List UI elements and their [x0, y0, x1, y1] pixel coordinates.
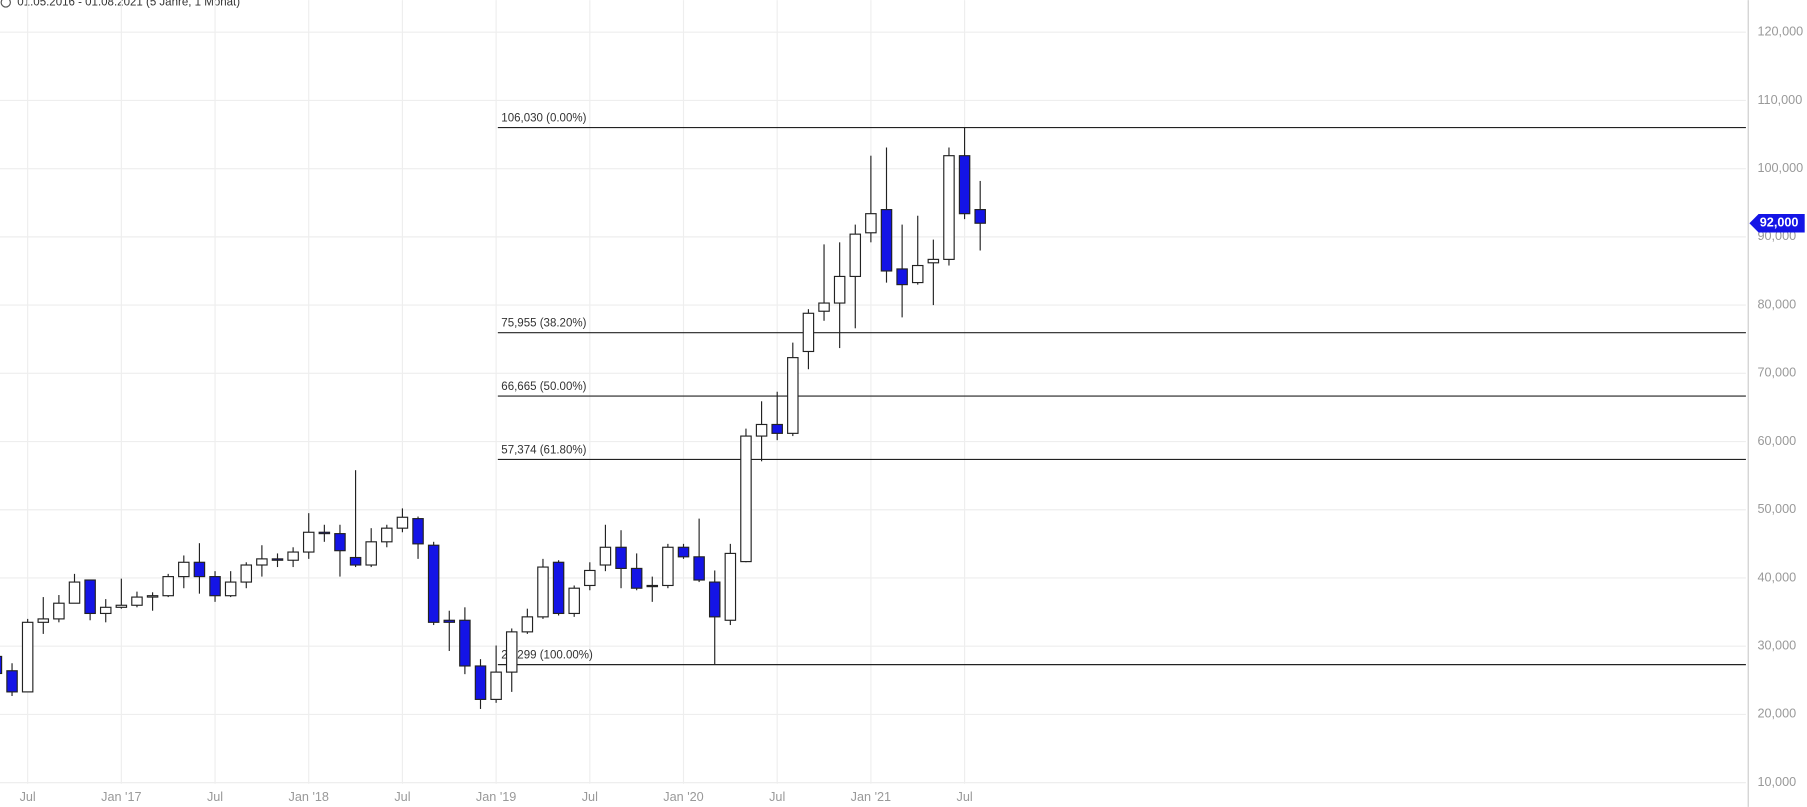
clock-icon: [0, 0, 11, 8]
x-tick-label: Jul: [394, 790, 410, 804]
y-tick-label: 30,000: [1757, 639, 1796, 653]
y-tick-label: 100,000: [1757, 161, 1803, 175]
candle-body: [943, 155, 955, 260]
candle-body: [537, 566, 549, 618]
candle-body: [974, 209, 986, 224]
candle-body: [646, 584, 659, 588]
candle-body: [412, 518, 424, 545]
x-tick-label: Jul: [20, 790, 36, 804]
fib-label: 75,955 (38.20%): [501, 318, 586, 330]
y-tick-label: 20,000: [1757, 707, 1796, 721]
candle-body: [334, 533, 346, 552]
candle-body: [740, 435, 752, 563]
candle-body: [240, 564, 253, 583]
candle-body: [131, 596, 143, 606]
price-tag-label: 92,000: [1760, 216, 1799, 230]
candle-body: [365, 541, 377, 566]
x-tick-label: Jul: [769, 790, 785, 804]
x-tick-label: Jan '21: [851, 790, 891, 804]
candle-body: [787, 357, 799, 434]
fib-label: 57,374 (61.80%): [501, 444, 586, 456]
candle-body: [396, 516, 409, 529]
candle-body: [849, 233, 862, 278]
candle-body: [708, 581, 721, 618]
x-tick-label: Jan '20: [663, 790, 703, 804]
candle-body: [724, 552, 737, 621]
fib-label: 66,665 (50.00%): [501, 381, 586, 393]
chart-title: 01.05.2016 - 01.08.2021 (5 Jahre, 1 Mona…: [17, 0, 240, 9]
y-tick-label: 110,000: [1757, 93, 1802, 107]
candle-body: [552, 561, 565, 615]
candle-body: [880, 209, 893, 272]
candle-body: [568, 587, 580, 615]
y-tick-label: 40,000: [1757, 570, 1796, 584]
candle-body: [84, 579, 96, 615]
y-tick-label: 60,000: [1757, 434, 1796, 448]
candle-body: [224, 581, 237, 597]
candle-body: [271, 558, 284, 561]
candle-body: [459, 619, 471, 667]
candle-body: [381, 527, 393, 543]
candle-body: [584, 569, 596, 587]
candle-body: [256, 558, 268, 566]
candle-body: [209, 576, 221, 597]
candle-body: [521, 616, 534, 633]
candle-body: [6, 670, 18, 693]
candle-body: [474, 665, 487, 700]
y-tick-label: 10,000: [1757, 775, 1796, 789]
x-tick-label: Jan '19: [476, 790, 516, 804]
candle-body: [68, 581, 81, 604]
candle-body: [911, 264, 924, 284]
candle-body: [818, 302, 830, 312]
candle-body: [193, 561, 206, 578]
candle-body: [599, 546, 612, 566]
candle-body: [37, 618, 50, 623]
candle-body: [755, 423, 768, 437]
candle-body: [178, 561, 190, 578]
candle-body: [427, 544, 440, 623]
candle-body: [115, 604, 128, 608]
x-tick-label: Jul: [956, 790, 972, 804]
candle-body: [865, 213, 877, 234]
candle-body: [802, 312, 815, 353]
candle-body: [958, 155, 971, 215]
candle-body: [677, 546, 690, 558]
candle-body: [99, 606, 112, 615]
candle-body: [630, 567, 643, 589]
x-tick-label: Jan '17: [101, 790, 141, 804]
candle-body: [0, 655, 3, 675]
candle-body: [896, 268, 908, 286]
candle-body: [53, 602, 65, 620]
candle-body: [833, 275, 846, 304]
candle-body: [162, 576, 174, 597]
candle-body: [302, 531, 315, 553]
candle-body: [21, 621, 34, 693]
candle-body: [443, 619, 456, 623]
candle-body: [662, 546, 674, 587]
y-tick-label: 90,000: [1757, 229, 1796, 243]
x-tick-label: Jan '18: [289, 790, 329, 804]
y-tick-label: 70,000: [1757, 366, 1796, 380]
candle-body: [505, 631, 518, 673]
y-tick-label: 50,000: [1757, 502, 1796, 516]
candle-body: [349, 556, 362, 566]
candle-body: [693, 556, 705, 581]
x-tick-label: Jul: [582, 790, 598, 804]
candle-body: [615, 546, 627, 569]
candle-body: [287, 551, 299, 561]
fib-label: 106,030 (0.00%): [501, 112, 586, 124]
y-tick-label: 120,000: [1757, 25, 1803, 39]
fib-label: 27,299 (100.00%): [501, 649, 593, 661]
candle-body: [318, 531, 331, 535]
candle-body: [490, 671, 502, 700]
candle-body: [927, 258, 940, 264]
price-tag: [1749, 214, 1805, 233]
x-tick-label: Jul: [207, 790, 223, 804]
candle-body: [146, 595, 159, 598]
candle-body: [771, 423, 783, 434]
y-tick-label: 80,000: [1757, 297, 1796, 311]
